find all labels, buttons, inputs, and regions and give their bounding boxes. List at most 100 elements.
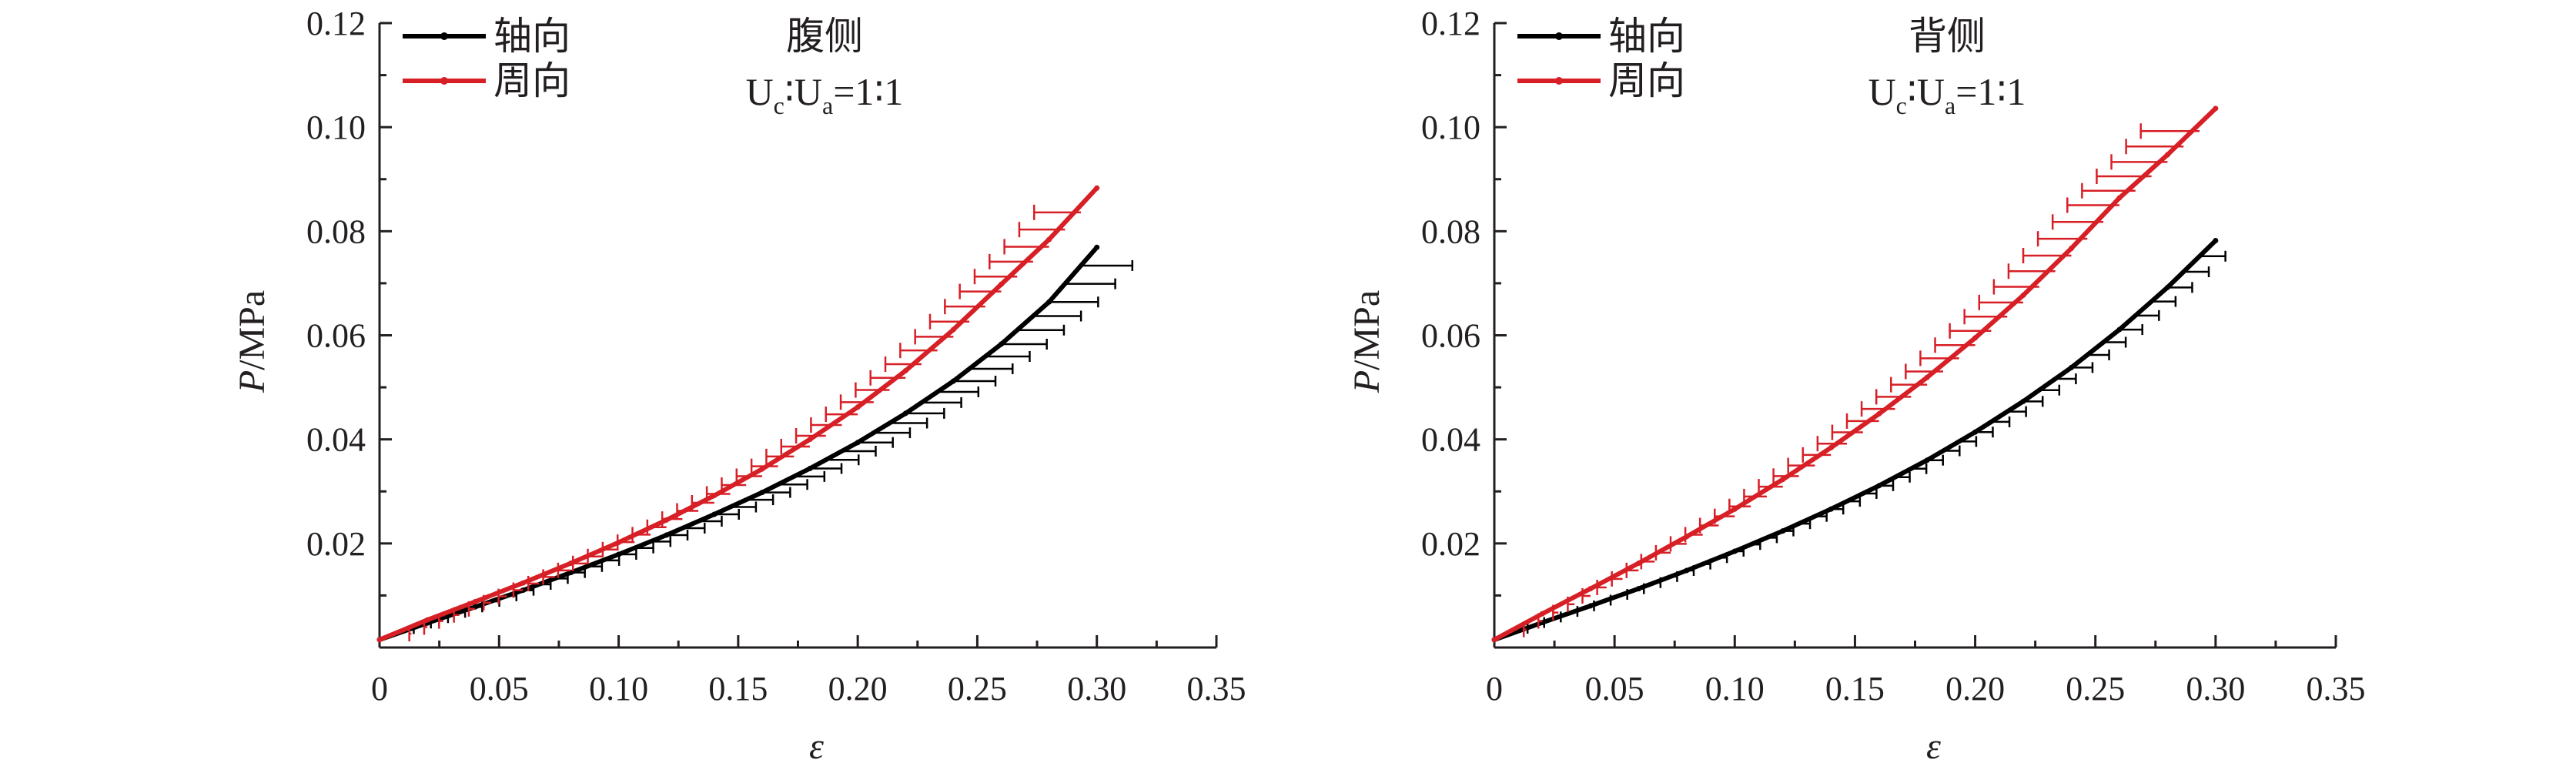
data-point — [1972, 335, 1979, 341]
data-point — [1539, 611, 1545, 617]
legend-label: 周向 — [1608, 59, 1685, 102]
data-point — [1828, 444, 1834, 450]
ratio-sub-a: a — [822, 92, 833, 119]
data-point — [1924, 457, 1930, 463]
y-axis-title-unit: /MPa — [232, 290, 273, 370]
data-point — [2213, 105, 2219, 112]
y-tick-label: 0.08 — [306, 212, 366, 250]
data-point — [1684, 567, 1690, 574]
data-point — [1491, 637, 1497, 643]
data-point — [1731, 506, 1738, 512]
y-tick-label: 0.12 — [1421, 5, 1480, 42]
series-line — [1493, 106, 2217, 642]
ratio-colon: ∶ — [1907, 70, 1917, 113]
x-tick-label: 0.15 — [708, 670, 768, 708]
y-tick-label: 0.04 — [1421, 421, 1480, 459]
x-axis-title: ε — [1926, 726, 1941, 767]
ratio-label: Uc∶Ua=1∶1 — [746, 70, 904, 119]
data-point — [472, 599, 478, 605]
data-point — [2164, 152, 2170, 158]
ratio-label: Uc∶Ua=1∶1 — [1868, 70, 2026, 119]
x-axis-title: ε — [809, 726, 824, 767]
x-tick-label: 0.30 — [2186, 670, 2245, 708]
x-tick-label: 0.35 — [2307, 670, 2366, 708]
data-point — [1094, 244, 1100, 250]
ratio-u2: U — [795, 70, 822, 113]
data-point — [2116, 195, 2123, 201]
y-axis-title-unit: /MPa — [1347, 290, 1387, 370]
data-point — [1972, 429, 1979, 435]
data-point — [1828, 506, 1834, 512]
data-point — [567, 561, 574, 567]
ratio-sub-a: a — [1945, 92, 1955, 119]
y-tick-label: 0.06 — [1421, 317, 1480, 355]
data-point — [711, 511, 718, 517]
data-point — [855, 440, 861, 446]
series-line — [378, 186, 1099, 642]
ratio-u2: U — [1917, 70, 1945, 113]
y-tick-label: 0.06 — [306, 317, 366, 355]
data-point — [1876, 483, 1882, 489]
data-point — [2068, 364, 2074, 370]
legend-label: 轴向 — [1608, 15, 1685, 58]
series-axial — [1491, 237, 2226, 643]
data-point — [1046, 299, 1052, 305]
data-point — [2020, 292, 2026, 298]
series-line — [379, 246, 1099, 642]
data-point — [520, 580, 526, 586]
ratio-sub-c: c — [1896, 92, 1907, 119]
data-point — [2213, 237, 2219, 243]
x-tick-label: 0.20 — [1945, 670, 2005, 708]
data-point — [1587, 586, 1594, 592]
y-tick-label: 0.02 — [1421, 525, 1480, 563]
data-point — [950, 378, 956, 384]
x-tick-label: 0.10 — [589, 670, 648, 708]
data-point — [902, 410, 908, 417]
ratio-colon: ∶ — [785, 70, 795, 113]
data-point — [759, 466, 765, 472]
data-point — [616, 551, 622, 557]
data-point — [2164, 284, 2170, 290]
legend-marker — [440, 32, 448, 40]
y-axis-title: P/MPa — [1347, 290, 1387, 393]
data-point — [711, 493, 718, 499]
x-tick-label: 0.10 — [1705, 670, 1765, 708]
series-circumferential — [376, 185, 1100, 643]
x-tick-label: 0 — [1486, 670, 1503, 708]
y-axis-title-symbol: P — [1347, 370, 1387, 393]
data-point — [1731, 548, 1738, 554]
chart-left: 0 0.05 0.10 0.15 0.20 0.25 0.30 0.35 0.02 0.04 0.0… — [232, 5, 1246, 767]
ratio-rest: =1∶1 — [1955, 70, 2026, 113]
data-point — [950, 326, 956, 333]
data-point — [807, 466, 813, 472]
data-point — [759, 490, 765, 496]
ratio-u1: U — [746, 70, 774, 113]
legend-marker — [440, 77, 448, 85]
data-point — [902, 367, 908, 373]
y-axis-title: P/MPa — [232, 290, 273, 393]
x-tick-label: 0.25 — [948, 670, 1007, 708]
data-point — [855, 404, 861, 410]
panel-label: 背侧 — [1909, 15, 1986, 58]
x-tick-label: 0.05 — [1585, 670, 1644, 708]
data-point — [1684, 534, 1690, 540]
x-tick-label: 0.30 — [1067, 670, 1126, 708]
x-tick-label: 0.15 — [1825, 670, 1885, 708]
ratio-sub-c: c — [774, 92, 785, 119]
data-point — [1780, 528, 1786, 534]
data-point — [1094, 185, 1100, 191]
data-point — [664, 517, 670, 523]
data-point — [998, 341, 1004, 347]
data-point — [2116, 326, 2123, 333]
data-point — [616, 539, 622, 545]
series-circumferential — [1491, 105, 2219, 643]
y-tick-label: 0.12 — [306, 5, 366, 42]
data-point — [807, 437, 813, 443]
data-point — [998, 281, 1004, 287]
y-tick-label: 0.04 — [306, 421, 366, 459]
legend-marker — [1555, 77, 1563, 85]
data-point — [1046, 236, 1052, 243]
x-tick-label: 0.25 — [2066, 670, 2125, 708]
data-point — [1876, 411, 1882, 417]
